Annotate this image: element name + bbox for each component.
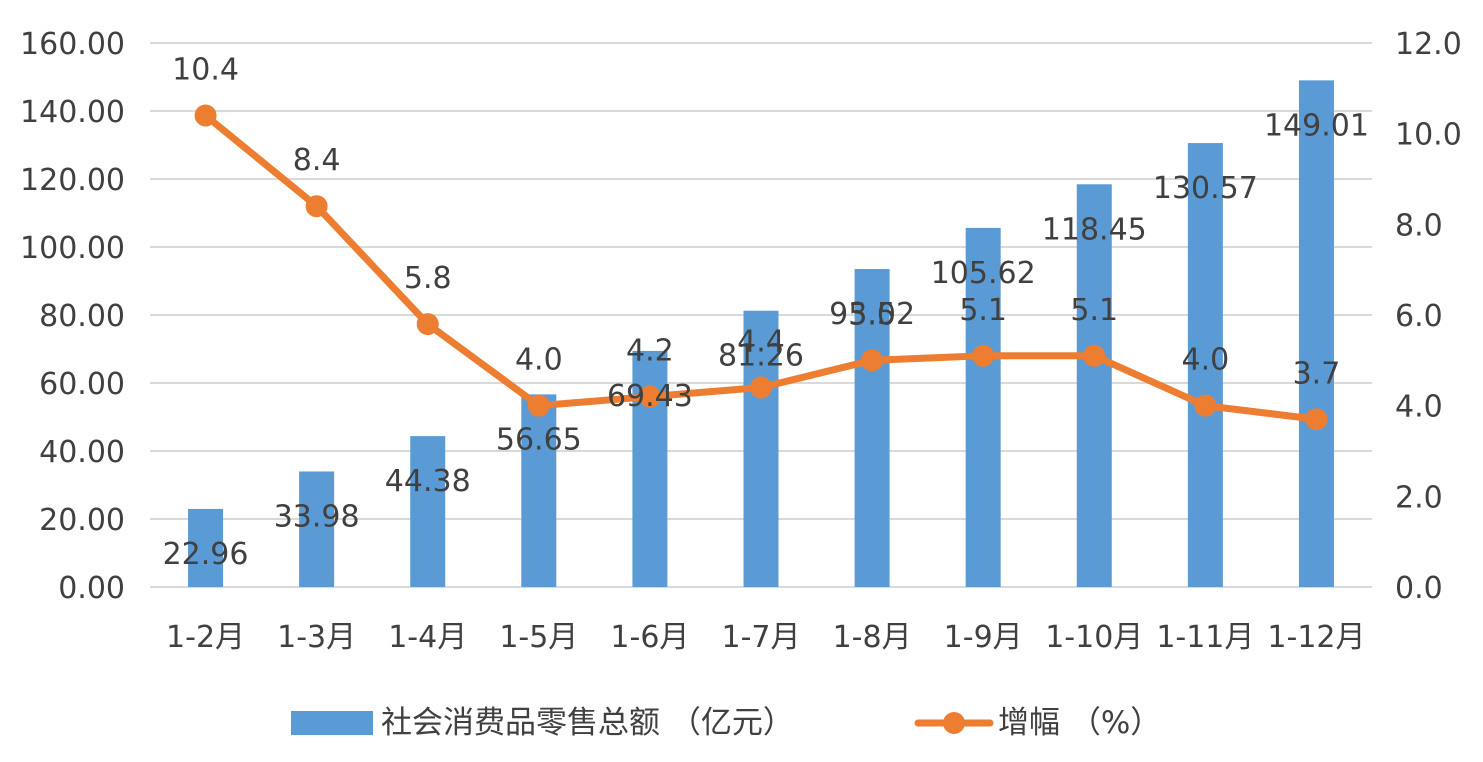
left-tick-label: 60.00 (39, 367, 125, 402)
bar-data-label: 56.65 (496, 422, 582, 457)
left-tick-label: 160.00 (20, 27, 125, 62)
left-tick-label: 40.00 (39, 435, 125, 470)
left-y-axis: 0.00 20.00 40.00 60.00 80.00 100.00 120.00 140.… (20, 27, 125, 606)
left-tick-label: 140.00 (20, 95, 125, 130)
x-tick-label: 1-7月 (722, 620, 801, 655)
line-point (1083, 344, 1106, 367)
right-tick-label: 2.0 (1395, 480, 1443, 515)
bar-data-label: 22.96 (163, 537, 249, 572)
line-data-label: 5.1 (959, 293, 1007, 328)
bar (410, 436, 446, 587)
bar-data-label: 105.62 (931, 256, 1036, 291)
bar-data-labels: 22.96 33.98 44.38 56.65 69.43 81.26 93.52 105.6… (163, 108, 1369, 572)
line-series (194, 104, 1328, 431)
right-tick-label: 12.0 (1395, 27, 1462, 62)
bar (1187, 143, 1223, 587)
line-data-label: 4.0 (1182, 343, 1230, 378)
line-point (750, 376, 772, 399)
x-tick-label: 1-12月 (1267, 620, 1365, 655)
line-data-labels: 10.4 8.4 5.8 4.0 4.2 4.4 5.0 5.1 5.1 4.0 3.7 (172, 53, 1340, 392)
x-tick-label: 1-3月 (277, 620, 356, 655)
line-point (638, 385, 661, 408)
bar-data-label: 93.52 (829, 297, 915, 332)
line-data-label: 4.2 (626, 334, 674, 369)
left-tick-label: 120.00 (20, 163, 125, 198)
right-tick-label: 6.0 (1395, 299, 1443, 334)
x-tick-label: 1-11月 (1156, 620, 1254, 655)
bar-data-label: 69.43 (607, 379, 693, 414)
bar-data-label: 118.45 (1042, 212, 1147, 247)
line-data-label: 10.4 (172, 53, 239, 88)
line-point (1305, 408, 1328, 431)
bar (965, 227, 1001, 587)
line-data-label: 5.0 (848, 297, 896, 332)
left-tick-label: 0.00 (58, 571, 125, 606)
left-tick-label: 80.00 (39, 299, 125, 334)
line-point (194, 104, 217, 127)
line-data-label: 5.1 (1070, 293, 1118, 328)
bar (854, 269, 890, 587)
line-point (305, 195, 328, 218)
right-tick-label: 10.0 (1395, 118, 1462, 153)
line-point (972, 344, 995, 367)
line-data-label: 4.0 (515, 343, 563, 378)
bar-data-label: 149.01 (1264, 108, 1369, 143)
right-tick-label: 4.0 (1395, 390, 1443, 425)
x-tick-label: 1-9月 (944, 620, 1023, 655)
line-point (861, 349, 884, 372)
bar-data-label: 81.26 (718, 339, 804, 374)
bar (188, 508, 224, 587)
left-tick-label: 100.00 (20, 231, 125, 266)
bar (1298, 80, 1334, 587)
line-point (527, 394, 550, 417)
x-tick-label: 1-6月 (610, 620, 689, 655)
bar-data-label: 130.57 (1153, 171, 1258, 206)
bar-series (188, 80, 1334, 587)
legend-line-marker (943, 712, 965, 734)
x-tick-label: 1-2月 (166, 620, 245, 655)
line-point (1194, 394, 1217, 417)
bar (1076, 184, 1112, 587)
legend-bar-label: 社会消费品零售总额 （亿元） (381, 705, 794, 741)
right-tick-label: 0.0 (1395, 571, 1443, 606)
right-tick-label: 8.0 (1395, 208, 1443, 243)
bar-data-label: 44.38 (385, 464, 471, 499)
line-data-label: 8.4 (293, 143, 341, 178)
bar-data-label: 33.98 (274, 499, 360, 534)
line-data-label: 5.8 (404, 261, 452, 296)
line-data-label: 4.4 (737, 325, 785, 360)
x-tick-label: 1-5月 (499, 620, 578, 655)
line-point (416, 313, 439, 336)
legend: 社会消费品零售总额 （亿元） 增幅 （%） (291, 705, 1161, 741)
x-tick-label: 1-8月 (833, 620, 912, 655)
bar (743, 310, 779, 587)
legend-line-label: 增幅 （%） (998, 705, 1161, 741)
left-tick-label: 20.00 (39, 503, 125, 538)
x-tick-label: 1-4月 (388, 620, 467, 655)
right-y-axis: 0.0 2.0 4.0 6.0 8.0 10.0 12.0 (1395, 27, 1462, 606)
line-data-label: 3.7 (1293, 356, 1341, 391)
x-tick-label: 1-10月 (1045, 620, 1143, 655)
bar (299, 471, 335, 587)
bar (521, 394, 557, 587)
x-axis: 1-2月 1-3月 1-4月 1-5月 1-6月 1-7月 1-8月 1-9月 1-10月 1-1… (166, 620, 1365, 655)
legend-bar-swatch (291, 711, 373, 735)
